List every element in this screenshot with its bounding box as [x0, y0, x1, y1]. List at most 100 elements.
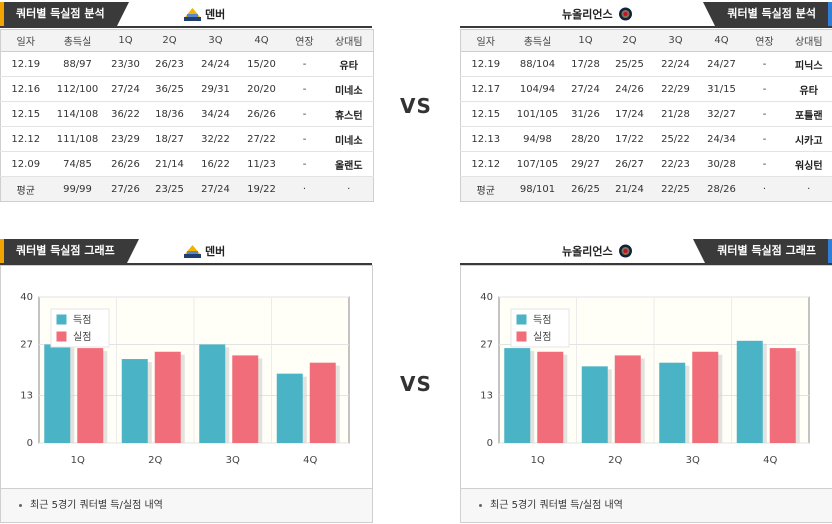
table-cell: 12.12	[0, 126, 51, 152]
table-cell: 22/23	[652, 151, 699, 177]
table-cell: 29/27	[564, 151, 607, 177]
table-cell: 22/24	[652, 51, 699, 77]
table-cell: 36/22	[104, 101, 147, 127]
table-cell: 피닉스	[784, 51, 832, 77]
table-cell: 27/26	[104, 176, 147, 202]
table-cell: 30/28	[698, 151, 745, 177]
right-graph-team-label: 뉴올리언스	[562, 245, 613, 258]
table-cell: 23/29	[104, 126, 147, 152]
bar-allowed	[537, 351, 564, 443]
table-cell: 27/24	[192, 176, 239, 202]
table-cell: 휴스턴	[324, 101, 374, 127]
table-row: 12.12 107/105 29/27 26/27 22/23 30/28- 워싱턴	[460, 151, 832, 177]
table-row: 12.13 94/98 28/20 17/22 25/22 24/34- 시카고	[460, 126, 832, 152]
table-cell: 88/104	[510, 51, 565, 77]
table-cell: 12.09	[0, 151, 51, 177]
table-cell: 31/15	[698, 76, 745, 102]
table-cell: 21/14	[146, 151, 193, 177]
left-header-rule	[0, 26, 372, 28]
column-header: 총득실	[510, 29, 565, 52]
table-cell: ·	[284, 176, 325, 202]
right-graph-title: 쿼터별 득실점 그래프	[693, 239, 832, 263]
bar-scored	[44, 344, 71, 443]
table-cell: 28/26	[698, 176, 745, 202]
table-cell: 98/101	[510, 176, 565, 202]
table-header-row: 일자 총득실 1Q 2Q 3Q 4Q 연장 상대팀	[460, 29, 832, 52]
table-cell: 26/25	[564, 176, 607, 202]
table-cell: 24/34	[698, 126, 745, 152]
table-cell: 17/22	[606, 126, 653, 152]
x-tick-label: 1Q	[71, 455, 85, 466]
bar-scored	[199, 344, 226, 443]
table-cell: 19/22	[238, 176, 285, 202]
right-footnote-text: 최근 5경기 쿼터별 득/실점 내역	[490, 500, 623, 511]
left-chart-box: 0 13 27 40 1Q 2Q 3Q 4Q 득점 실점 최근 5경기 쿼터별 득/실점 내역	[0, 265, 373, 523]
x-tick-label: 2Q	[608, 455, 622, 466]
column-header: 4Q	[238, 29, 285, 52]
bullet-icon	[479, 503, 482, 507]
column-header: 상대팀	[324, 29, 374, 52]
table-cell: 23/25	[146, 176, 193, 202]
table-cell: 36/25	[146, 76, 193, 102]
new-orleans-logo-icon	[618, 7, 632, 21]
y-tick-label: 27	[20, 339, 33, 350]
left-graph-title: 쿼터별 득실점 그래프	[0, 239, 139, 263]
right-chart-footnote: 최근 5경기 쿼터별 득/실점 내역	[461, 488, 832, 522]
table-cell: 31/26	[564, 101, 607, 127]
average-row: 평균 99/99 27/26 23/25 27/24 19/22 · ·	[0, 176, 374, 202]
table-cell: -	[744, 51, 785, 77]
table-cell: ·	[784, 176, 832, 202]
column-header: 4Q	[698, 29, 745, 52]
bullet-icon	[19, 503, 22, 507]
table-cell: 26/23	[146, 51, 193, 77]
y-tick-label: 13	[20, 391, 33, 402]
bar-scored	[504, 348, 531, 443]
table-cell: 22/29	[652, 76, 699, 102]
table-cell: 99/99	[50, 176, 105, 202]
table-row: 12.16 112/100 27/24 36/25 29/31 20/20- 미네소	[0, 76, 374, 102]
left-team-label: 덴버	[205, 8, 226, 21]
table-cell: 12.15	[0, 101, 51, 127]
table-cell: 12.16	[0, 76, 51, 102]
table-cell: 107/105	[510, 151, 565, 177]
table-row: 12.15 101/105 31/26 17/24 21/28 32/27- 포틀랜	[460, 101, 832, 127]
table-cell: 15/20	[238, 51, 285, 77]
table-cell: -	[284, 151, 325, 177]
table-cell: 21/28	[652, 101, 699, 127]
legend-swatch	[55, 313, 68, 326]
table-cell: 28/20	[564, 126, 607, 152]
table-cell: 포틀랜	[784, 101, 832, 127]
right-chart-box: 0 13 27 40 1Q 2Q 3Q 4Q 득점 실점 최근 5경기 쿼터별 득/실점 내역	[460, 265, 832, 523]
column-header: 일자	[460, 29, 511, 52]
denver-logo-icon	[184, 8, 201, 21]
legend-label: 득점	[533, 314, 551, 326]
vs-label-bottom: VS	[400, 372, 432, 396]
table-cell: 평균	[460, 176, 511, 202]
table-cell: 27/22	[238, 126, 285, 152]
table-cell: 114/108	[50, 101, 105, 127]
table-cell: 24/27	[698, 51, 745, 77]
y-tick-label: 0	[487, 438, 493, 449]
bar-allowed	[77, 348, 104, 443]
table-cell: 111/108	[50, 126, 105, 152]
column-header: 일자	[0, 29, 51, 52]
right-graph-team: 뉴올리언스	[562, 243, 634, 259]
left-graph-header: 쿼터별 득실점 그래프 덴버	[0, 239, 372, 265]
table-row: 12.19 88/104 17/28 25/25 22/24 24/27- 피닉스	[460, 51, 832, 77]
table-cell: 12.15	[460, 101, 511, 127]
y-tick-label: 13	[480, 391, 493, 402]
left-quarter-table: 일자 총득실 1Q 2Q 3Q 4Q 연장 상대팀 12.19 88/97 23/30 26/23 2…	[0, 29, 374, 202]
table-cell: 올랜도	[324, 151, 374, 177]
left-footnote-text: 최근 5경기 쿼터별 득/실점 내역	[30, 500, 163, 511]
x-tick-label: 4Q	[303, 455, 317, 466]
bar-scored	[736, 340, 763, 443]
table-cell: 미네소	[324, 76, 374, 102]
legend-label: 실점	[73, 331, 91, 343]
table-cell: 21/24	[606, 176, 653, 202]
table-cell: 유타	[324, 51, 374, 77]
y-tick-label: 27	[480, 339, 493, 350]
new-orleans-logo-icon	[618, 244, 632, 258]
bar-allowed	[154, 351, 181, 443]
left-table-header: 쿼터별 득실점 분석 덴버	[0, 2, 372, 28]
y-tick-label: 40	[20, 292, 33, 303]
